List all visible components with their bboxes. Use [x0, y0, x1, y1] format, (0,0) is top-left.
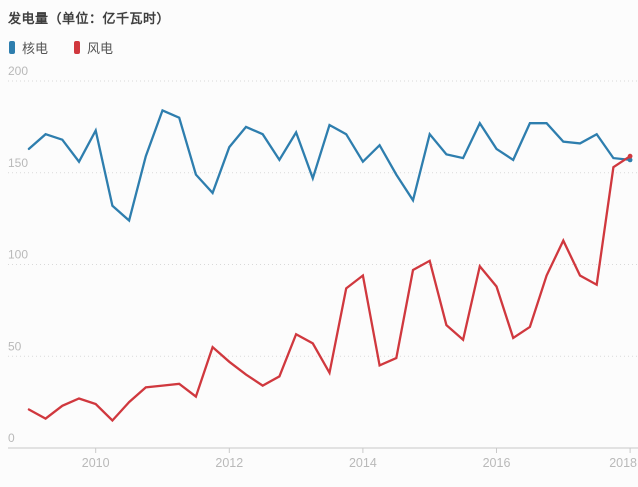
x-axis	[8, 447, 638, 453]
y-gridlines	[8, 80, 638, 357]
svg-text:2018: 2018	[609, 456, 637, 470]
svg-text:100: 100	[8, 248, 28, 262]
svg-text:2010: 2010	[82, 456, 110, 470]
x-axis-labels: 2010 2012 2014 2016 2018	[82, 456, 637, 470]
svg-text:2012: 2012	[215, 456, 243, 470]
svg-text:2016: 2016	[483, 456, 511, 470]
legend-label-nuclear: 核电	[22, 41, 49, 56]
svg-text:200: 200	[8, 64, 28, 78]
svg-text:50: 50	[8, 339, 22, 353]
nuclear-legend-marker-icon	[9, 41, 15, 54]
chart-title: 发电量（单位：亿千瓦时）	[8, 11, 171, 26]
svg-text:2014: 2014	[349, 456, 377, 470]
y-axis-labels: 0 50 100 150 200	[8, 64, 28, 445]
svg-text:150: 150	[8, 156, 28, 170]
legend-item-nuclear[interactable]: 核电	[9, 38, 48, 57]
series-nuclear-line	[27, 108, 633, 223]
legend-item-wind[interactable]: 风电	[74, 38, 113, 57]
series-wind-line	[27, 153, 633, 423]
legend: 核电 风电	[9, 38, 139, 57]
svg-text:0: 0	[8, 431, 15, 445]
wind-legend-marker-icon	[74, 41, 81, 54]
legend-label-wind: 风电	[87, 41, 114, 56]
